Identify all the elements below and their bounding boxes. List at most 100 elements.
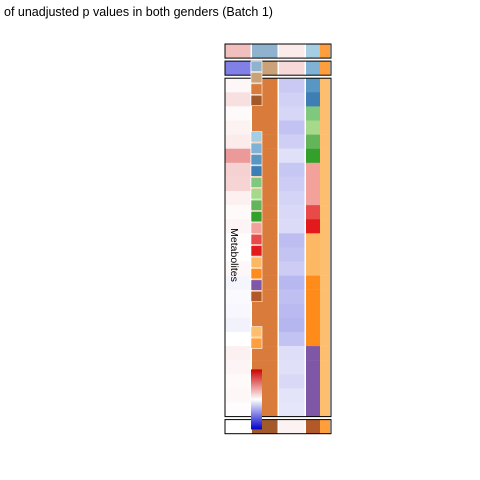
- row-group-borders: [224, 43, 332, 435]
- heatmap-cell: [279, 162, 305, 178]
- sub-pathway-cell: [306, 275, 320, 290]
- super-pathway-cell: [252, 44, 278, 59]
- heatmap-cell: [279, 303, 305, 319]
- legend-swatch: [250, 72, 263, 84]
- legend-swatch: [250, 131, 263, 143]
- heatmap-cell: [225, 261, 251, 276]
- row-group-border: [224, 77, 332, 418]
- sub-pathway-cell: [306, 247, 320, 262]
- sub-pathway-cell: [306, 317, 320, 333]
- legend-swatch: [250, 188, 263, 200]
- heatmap-cell: [225, 289, 251, 304]
- heatmap-cell: [279, 44, 305, 59]
- heatmap-cell: [225, 346, 251, 361]
- legend-swatch: [250, 176, 263, 188]
- type-cell: [320, 233, 330, 248]
- row-group-border: [224, 419, 332, 435]
- heatmap-cell: [225, 148, 251, 163]
- heatmap-cell: [225, 205, 251, 220]
- type-cell: [320, 162, 330, 178]
- legend-swatch: [250, 337, 263, 349]
- heatmap-cell: [225, 78, 251, 93]
- heatmap-cells: [225, 44, 305, 434]
- sub-pathway-cell: [306, 261, 320, 276]
- sub-pathway-cell: [306, 120, 320, 135]
- heatmap-cell: [279, 219, 305, 234]
- heatmap-cell: [225, 120, 251, 135]
- sub-pathway-cell: [306, 44, 320, 59]
- type-cell: [320, 219, 330, 234]
- type-cell: [320, 120, 330, 135]
- heatmap-cell: [225, 303, 251, 319]
- type-cell: [320, 317, 330, 333]
- sub-pathway-cell: [306, 332, 320, 347]
- heatmap-cell: [279, 360, 305, 375]
- legend-swatch: [250, 154, 263, 166]
- legend-swatch: [250, 199, 263, 211]
- heatmap-cell: [279, 247, 305, 262]
- type-cell: [320, 176, 330, 192]
- legend-swatch: [250, 326, 263, 338]
- type-cell: [320, 44, 330, 59]
- legend-swatch: [250, 211, 263, 223]
- heatmap-cell: [225, 44, 251, 59]
- sub-pathway-cell: [306, 374, 320, 389]
- type-cell: [320, 360, 330, 375]
- sub-pathway-cell: [306, 134, 320, 149]
- sub-pathway-cell: [306, 205, 320, 220]
- type-cell: [320, 261, 330, 276]
- heatmap-cell: [225, 61, 251, 76]
- sub-pathway-cell: [306, 289, 320, 304]
- heatmap-cell: [279, 233, 305, 248]
- sub-pathway-cell: [306, 419, 320, 434]
- type-cell: [320, 191, 330, 206]
- sub-pathway-cell: [306, 106, 320, 121]
- heatmap-cell: [225, 374, 251, 389]
- heatmap-cell: [279, 92, 305, 107]
- heatmap-cell: [279, 205, 305, 220]
- heatmap-cell: [279, 106, 305, 121]
- type-cell: [320, 374, 330, 389]
- heatmap-cell: [279, 402, 305, 417]
- type-cell: [320, 346, 330, 361]
- sub-pathway-cell: [306, 402, 320, 417]
- sub-pathway-cell: [306, 78, 320, 93]
- heatmap-cell: [279, 275, 305, 290]
- sub-pathway-cell: [306, 148, 320, 163]
- heatmap-cell: [279, 78, 305, 93]
- super-pathway-cell: [252, 120, 278, 135]
- sub-pathway-cell: [306, 360, 320, 375]
- legend-swatch: [250, 222, 263, 234]
- heatmap-cell: [279, 419, 305, 434]
- heatmap-cell: [279, 374, 305, 389]
- row-axis-label: Metabolites: [228, 228, 240, 282]
- legend-swatch: [250, 60, 263, 72]
- heatmap-cell: [279, 148, 305, 163]
- heatmap-cell: [225, 106, 251, 121]
- heatmap-cell: [225, 176, 251, 192]
- heatmap-cell: [225, 275, 251, 290]
- heatmap-cell: [279, 191, 305, 206]
- type-cell: [320, 332, 330, 347]
- chart-title: of unadjusted p values in both genders (…: [4, 5, 273, 19]
- sub-pathway-cell: [306, 92, 320, 107]
- legend-swatch: [250, 165, 263, 177]
- heatmap-cell: [225, 92, 251, 107]
- heatmap-cell: [225, 360, 251, 375]
- sub-pathway-cell: [306, 61, 320, 76]
- heatmap-cell: [225, 419, 251, 434]
- legend-swatch: [250, 94, 263, 106]
- row-group-border: [224, 60, 332, 76]
- heatmap-cell: [225, 332, 251, 347]
- row-group-border: [224, 43, 332, 59]
- heatmap-cell: [279, 134, 305, 149]
- heatmap-cell: [279, 317, 305, 333]
- heatmap-cell: [279, 261, 305, 276]
- heatmap-cell: [225, 247, 251, 262]
- type-cell: [320, 419, 330, 434]
- type-cell: [320, 106, 330, 121]
- heatmap-cell: [279, 332, 305, 347]
- type-cell: [320, 78, 330, 93]
- type-cell: [320, 148, 330, 163]
